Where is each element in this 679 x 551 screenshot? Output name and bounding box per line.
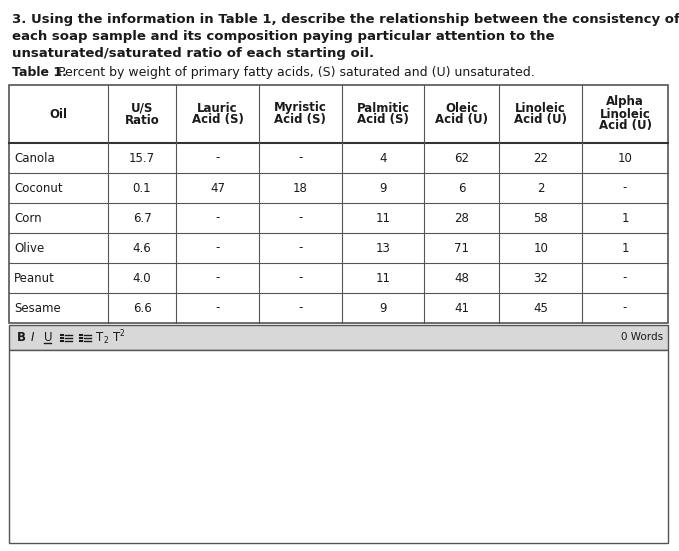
Text: U: U [44, 331, 52, 344]
Text: 10: 10 [618, 152, 632, 165]
Text: Oleic: Oleic [445, 101, 479, 115]
Text: Acid (U): Acid (U) [435, 114, 488, 127]
Text: 6.6: 6.6 [132, 301, 151, 315]
Text: 2: 2 [537, 181, 545, 195]
Text: 4: 4 [380, 152, 387, 165]
Text: 10: 10 [533, 241, 548, 255]
Text: Acid (S): Acid (S) [274, 114, 327, 127]
Text: 62: 62 [454, 152, 469, 165]
Text: Lauric: Lauric [197, 101, 238, 115]
Text: 41: 41 [454, 301, 469, 315]
Text: 11: 11 [375, 272, 390, 284]
Text: 6: 6 [458, 181, 466, 195]
Text: 47: 47 [210, 181, 225, 195]
Text: U/S: U/S [131, 101, 153, 115]
Text: Corn: Corn [14, 212, 41, 224]
Text: Table 1.: Table 1. [12, 66, 67, 79]
Text: 2: 2 [120, 329, 125, 338]
Bar [9, 85, 668, 323]
Text: T: T [113, 331, 120, 344]
Text: -: - [623, 301, 627, 315]
Text: 45: 45 [533, 301, 548, 315]
Text: 28: 28 [454, 212, 469, 224]
Text: -: - [298, 212, 303, 224]
Text: -: - [298, 301, 303, 315]
Text: 2: 2 [103, 336, 108, 345]
Text: Acid (U): Acid (U) [514, 114, 567, 127]
Text: Peanut: Peanut [14, 272, 55, 284]
Text: Olive: Olive [14, 241, 44, 255]
Text: -: - [298, 152, 303, 165]
Text: 15.7: 15.7 [129, 152, 155, 165]
Text: 22: 22 [533, 152, 548, 165]
Text: Sesame: Sesame [14, 301, 60, 315]
Text: 4.6: 4.6 [132, 241, 151, 255]
Text: Ratio: Ratio [125, 114, 160, 127]
Text: B: B [17, 331, 26, 344]
Text: -: - [298, 241, 303, 255]
Text: 0 Words: 0 Words [621, 332, 663, 343]
Text: 1: 1 [621, 212, 629, 224]
Text: -: - [215, 272, 220, 284]
Text: Alpha: Alpha [606, 95, 644, 109]
Text: -: - [215, 301, 220, 315]
Text: -: - [298, 272, 303, 284]
Text: -: - [215, 241, 220, 255]
Text: 48: 48 [454, 272, 469, 284]
Text: -: - [215, 212, 220, 224]
Text: T: T [96, 331, 103, 344]
Text: 32: 32 [533, 272, 548, 284]
Bar [9, 350, 668, 543]
Text: 6.7: 6.7 [132, 212, 151, 224]
Text: -: - [623, 181, 627, 195]
Bar [9, 325, 668, 350]
Text: Percent by weight of primary fatty acids, (S) saturated and (U) unsaturated.: Percent by weight of primary fatty acids… [54, 66, 535, 79]
Text: Myristic: Myristic [274, 101, 327, 115]
Text: Oil: Oil [50, 107, 67, 121]
Text: 9: 9 [380, 301, 387, 315]
Text: each soap sample and its composition paying particular attention to the: each soap sample and its composition pay… [12, 30, 555, 43]
Text: Palmitic: Palmitic [356, 101, 409, 115]
Text: I: I [31, 331, 35, 344]
Text: 13: 13 [375, 241, 390, 255]
Text: Linoleic: Linoleic [600, 107, 650, 121]
Text: 3. Using the information in Table 1, describe the relationship between the consi: 3. Using the information in Table 1, des… [12, 13, 679, 26]
Text: Acid (S): Acid (S) [357, 114, 409, 127]
Text: 9: 9 [380, 181, 387, 195]
Text: 0.1: 0.1 [132, 181, 151, 195]
Text: 1: 1 [621, 241, 629, 255]
Text: Acid (U): Acid (U) [598, 120, 652, 132]
Text: 18: 18 [293, 181, 308, 195]
Text: unsaturated/saturated ratio of each starting oil.: unsaturated/saturated ratio of each star… [12, 47, 374, 60]
Text: 58: 58 [533, 212, 548, 224]
Text: 4.0: 4.0 [132, 272, 151, 284]
Text: -: - [623, 272, 627, 284]
Text: 71: 71 [454, 241, 469, 255]
Text: Coconut: Coconut [14, 181, 62, 195]
Text: Acid (S): Acid (S) [191, 114, 244, 127]
Text: -: - [215, 152, 220, 165]
Text: Canola: Canola [14, 152, 55, 165]
Text: Linoleic: Linoleic [515, 101, 566, 115]
Text: 11: 11 [375, 212, 390, 224]
